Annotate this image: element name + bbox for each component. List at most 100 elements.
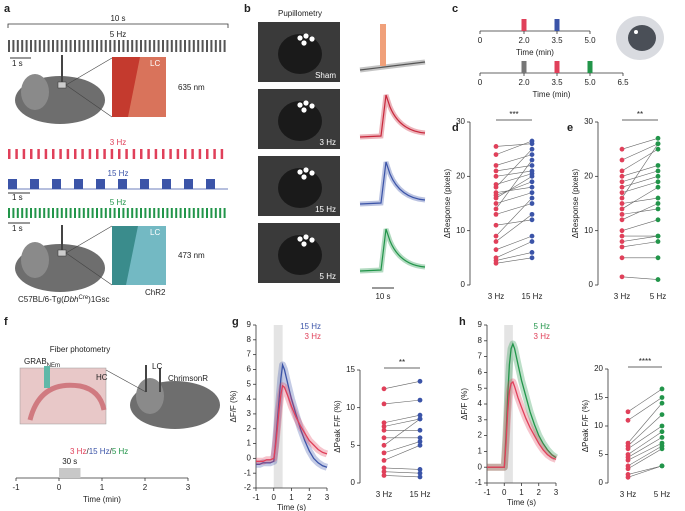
y-tick-label: 0 <box>599 478 604 487</box>
x-axis-label: Time (min) <box>533 90 571 99</box>
scale-label: 1 s <box>12 193 23 202</box>
y-axis-label: ΔF/F (%) <box>460 388 469 420</box>
dot <box>655 201 661 206</box>
legend-entry: 3 Hz <box>305 332 321 341</box>
dot <box>493 211 499 217</box>
panel-label: h <box>459 316 466 328</box>
trace <box>359 94 426 138</box>
dot <box>619 206 625 212</box>
y-tick-label: 5 <box>599 450 604 459</box>
pair-line <box>621 170 659 183</box>
panel-title: Pupillometry <box>278 9 322 18</box>
dot <box>493 260 499 266</box>
frequency-label: 5 Hz <box>110 30 126 39</box>
dot <box>659 386 665 392</box>
pulse <box>144 208 147 218</box>
strain-gene: Dbh <box>64 295 79 304</box>
pulse <box>82 208 85 218</box>
pair-line <box>383 475 421 478</box>
pulse <box>74 149 77 159</box>
pulse <box>125 149 128 159</box>
pair-line <box>627 448 663 470</box>
pulse <box>34 208 37 218</box>
frequency-label: 15 Hz <box>108 169 129 178</box>
panel-label: a <box>4 3 11 15</box>
dot <box>655 163 661 168</box>
pulse <box>91 40 94 52</box>
dot <box>625 409 631 415</box>
y-tick-label: 15 <box>594 393 603 402</box>
pulse <box>175 208 178 218</box>
pair-line <box>495 170 533 177</box>
pulse <box>197 40 200 52</box>
condition-label: 5 Hz <box>320 272 336 281</box>
x-tick-label: 5.0 <box>584 36 596 45</box>
y-axis-label: ΔF/F (%) <box>229 390 238 422</box>
pulse <box>65 40 68 52</box>
dot <box>529 146 535 152</box>
pulse <box>169 149 172 159</box>
strain-sup: Cre <box>78 295 88 301</box>
pulse <box>25 208 28 218</box>
reflection <box>301 241 307 247</box>
pulse <box>184 208 186 218</box>
pair-line <box>621 138 659 150</box>
pulse <box>37 149 40 159</box>
dot <box>493 222 499 228</box>
dot <box>493 239 499 244</box>
pair-line <box>621 176 659 188</box>
pulse <box>131 40 134 52</box>
dot <box>529 190 535 196</box>
event-marker <box>521 19 527 31</box>
stimulus-block <box>59 468 81 478</box>
pair-line <box>495 192 533 204</box>
panel-title: Fiber photometry <box>50 345 110 354</box>
condition-label: 15 Hz <box>315 205 336 214</box>
pulse <box>78 208 81 218</box>
wavelength: 473 nm <box>178 251 205 260</box>
condition-label: Sham <box>315 71 336 80</box>
pulse <box>118 149 121 159</box>
pulse <box>38 40 41 52</box>
pulse <box>21 40 24 52</box>
dot <box>619 211 625 217</box>
pair-line <box>383 441 421 454</box>
y-tick-label: 6 <box>478 368 483 377</box>
panel-b: Pupillometry Sham 3 Hz 15 Hz 5 Hz 10 s <box>258 9 426 301</box>
pulse <box>118 179 127 189</box>
pulse <box>140 208 142 218</box>
dot <box>619 157 625 163</box>
scale-label: 10 s <box>375 292 390 301</box>
dot <box>529 255 535 261</box>
y-axis-label: ΔPeak F/F (%) <box>581 399 590 452</box>
x-tick-label: 5 Hz <box>650 292 666 301</box>
light-cone <box>128 57 166 117</box>
pulse <box>192 40 195 52</box>
y-tick-label: 9 <box>478 320 483 329</box>
dot <box>619 233 625 239</box>
pulse <box>219 208 222 218</box>
dot <box>529 163 535 168</box>
dot <box>529 239 535 244</box>
legend-entry: 5 Hz <box>534 322 550 331</box>
pulse <box>82 40 85 52</box>
x-tick-label: 0 <box>57 483 62 492</box>
line <box>256 384 328 462</box>
pulse <box>170 40 173 52</box>
pair-line <box>627 397 663 421</box>
light-cone <box>126 226 166 285</box>
strain-text: C57BL/6-Tg( <box>18 295 64 304</box>
condition-label: 3 Hz <box>320 138 336 147</box>
pulse <box>144 40 147 52</box>
x-tick-label: 2.0 <box>518 36 530 45</box>
panel-f: Fiber photometry GRABNEm HC LC ChrimsonR… <box>19 345 220 456</box>
y-tick-label: 8 <box>247 335 252 344</box>
pupil <box>278 168 322 208</box>
dot <box>417 439 423 444</box>
pulse <box>140 40 142 52</box>
dot <box>625 466 631 472</box>
x-tick-label: -1 <box>12 483 20 492</box>
pulse <box>8 179 17 189</box>
pulse <box>126 208 129 218</box>
dot <box>659 395 665 400</box>
